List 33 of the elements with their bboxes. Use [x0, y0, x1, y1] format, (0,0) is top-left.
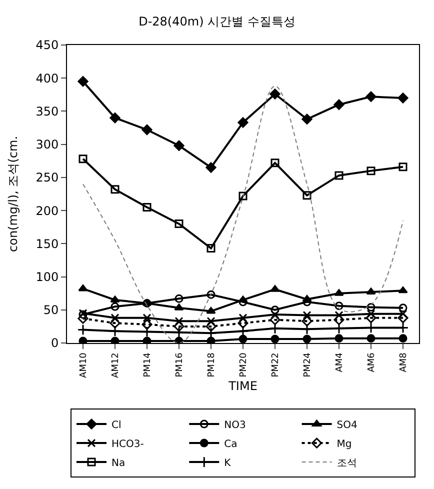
legend-label: Na — [112, 458, 126, 469]
y-tick-label: 250 — [36, 170, 59, 185]
x-axis-title: TIME — [228, 378, 258, 393]
y-axis-title: con(mg/l), 조석(cm. — [6, 136, 20, 252]
legend-label: Ca — [224, 438, 238, 450]
legend-label: NO3 — [224, 420, 246, 431]
y-tick-label: 0 — [50, 336, 59, 350]
x-tick-label: AM10 — [78, 352, 89, 378]
legend-label: SO4 — [336, 420, 358, 431]
x-tick-label: PM16 — [174, 352, 185, 378]
legend-label: Cl — [112, 420, 122, 431]
x-tick-label: PM14 — [142, 352, 153, 378]
y-tick-label: 300 — [36, 138, 59, 152]
x-tick-label: PM24 — [302, 352, 313, 378]
chart-title: D-28(40m) 시간별 수질특성 — [138, 14, 296, 29]
x-tick-label: AM6 — [366, 352, 377, 372]
y-tick-label: 100 — [36, 270, 59, 284]
y-tick-label: 450 — [36, 38, 59, 52]
legend-label: HCO3- — [112, 438, 144, 450]
y-tick-label: 400 — [36, 71, 59, 86]
y-tick-label: 200 — [36, 204, 59, 218]
x-tick-label: PM18 — [206, 352, 217, 378]
y-tick-label: 350 — [36, 104, 59, 118]
x-tick-label: AM4 — [334, 352, 345, 372]
x-tick-label: AM8 — [398, 352, 409, 372]
legend-label: Mg — [336, 438, 352, 450]
y-tick-label: 150 — [36, 236, 59, 251]
y-tick-label: 50 — [43, 303, 59, 318]
legend-label: 조석 — [336, 458, 357, 469]
x-tick-label: PM22 — [270, 352, 281, 378]
legend-label: K — [224, 458, 232, 469]
x-tick-label: PM20 — [238, 352, 249, 378]
x-tick-label: AM12 — [110, 352, 121, 378]
